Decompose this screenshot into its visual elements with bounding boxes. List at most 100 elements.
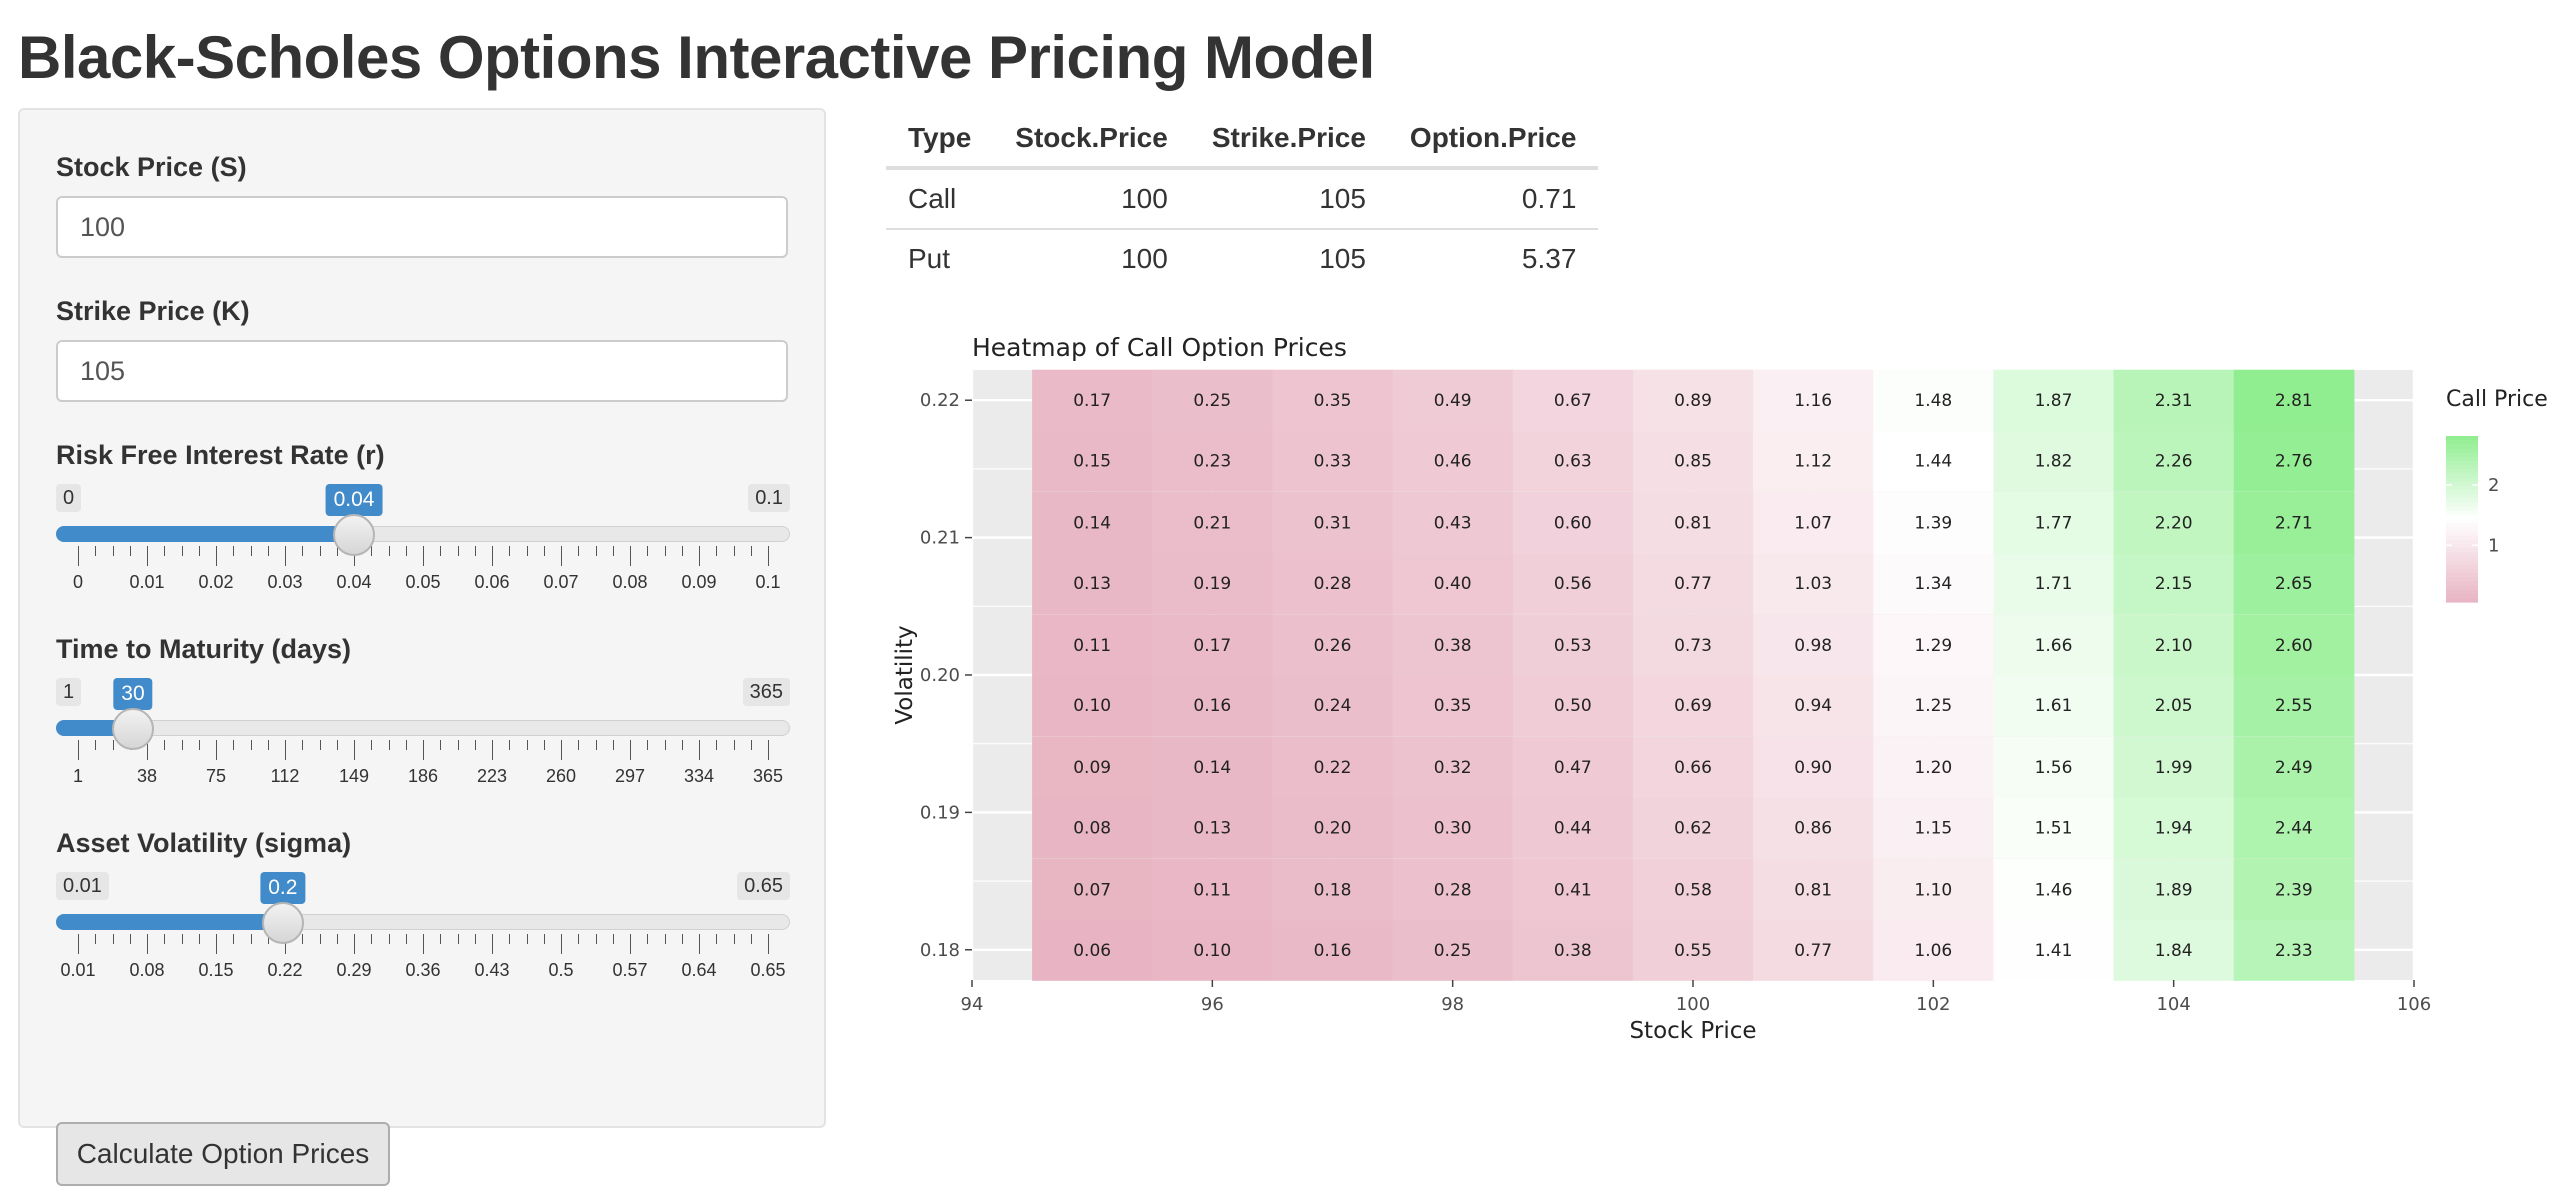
time-slider[interactable]: 1 365 30 1 38 75 112 149 186 223 260 297 334 365 xyxy=(56,678,790,798)
cell-value-label: 1.15 xyxy=(1914,819,1952,839)
sigma-slider-minor-tick xyxy=(474,934,476,944)
sigma-slider-minor-tick xyxy=(526,934,528,944)
heatmap-cell xyxy=(1392,796,1514,859)
time-slider-tick-label: 38 xyxy=(136,766,158,786)
heatmap-cell xyxy=(1993,919,2115,981)
cell-value-label: 1.39 xyxy=(1914,514,1952,534)
time-slider-handle[interactable] xyxy=(111,708,154,750)
cell-value-label: 0.56 xyxy=(1554,574,1592,594)
rate-slider-minor-tick xyxy=(181,546,183,556)
y-tick-label: 0.21 xyxy=(920,528,960,549)
y-tick-label: 0.18 xyxy=(920,940,960,961)
heatmap-cell xyxy=(1753,369,1874,432)
sigma-slider-handle[interactable] xyxy=(261,902,304,944)
cell-value-label: 0.10 xyxy=(1073,696,1111,716)
x-tick-label: 94 xyxy=(961,994,984,1015)
rate-slider-minor-tick xyxy=(371,546,373,556)
rate-slider-tick xyxy=(78,546,79,566)
sigma-slider-tick-label: 0.43 xyxy=(474,960,510,980)
cell-value-label: 0.44 xyxy=(1554,819,1592,839)
time-slider-minor-tick xyxy=(267,740,269,750)
rate-slider[interactable]: 0 0.1 0.04 0 0.01 0.02 0.03 0.04 0.05 0.06 0.07 0.0… xyxy=(56,484,790,604)
cell-value-label: 0.89 xyxy=(1674,391,1712,411)
cell-value-label: 0.77 xyxy=(1674,574,1712,594)
heatmap-cell xyxy=(1873,674,1994,737)
heatmap-cell xyxy=(2113,614,2235,676)
heatmap-cell xyxy=(1632,369,1754,432)
y-tick-label: 0.22 xyxy=(920,390,960,411)
cell-value-label: 0.25 xyxy=(1434,941,1472,961)
rate-slider-handle[interactable] xyxy=(333,514,375,556)
x-tick-label: 104 xyxy=(2156,994,2190,1015)
cell-stock-price: 100 xyxy=(993,167,1190,229)
cell-value-label: 2.81 xyxy=(2275,391,2313,411)
stock-price-input[interactable] xyxy=(56,196,788,258)
legend-colorbar-segment xyxy=(2446,444,2478,450)
rate-slider-tick xyxy=(147,546,148,566)
rate-slider-minor-tick xyxy=(750,546,752,556)
time-slider-tick xyxy=(78,740,79,760)
cell-value-label: 0.50 xyxy=(1554,696,1592,716)
heatmap-cell xyxy=(2113,369,2235,432)
time-slider-minor-tick xyxy=(681,740,683,750)
cell-value-label: 0.14 xyxy=(1193,758,1231,778)
heatmap-cell xyxy=(1993,491,2115,554)
time-slider-minor-tick xyxy=(95,740,97,750)
time-slider-minor-tick xyxy=(181,740,183,750)
heatmap-cell xyxy=(1873,796,1994,859)
time-slider-minor-tick xyxy=(526,740,528,750)
heatmap-cell xyxy=(1032,858,1153,921)
heatmap-cell xyxy=(2233,369,2355,432)
x-axis-title: Stock Price xyxy=(1629,1018,1756,1044)
heatmap-cell xyxy=(1272,552,1394,614)
cell-value-label: 1.20 xyxy=(1914,758,1952,778)
cell-value-label: 0.20 xyxy=(1314,819,1352,839)
legend-colorbar-segment xyxy=(2446,560,2478,566)
sigma-slider-minor-tick xyxy=(198,934,200,944)
calculate-button[interactable]: Calculate Option Prices xyxy=(56,1122,390,1186)
sigma-slider-minor-tick xyxy=(664,934,666,944)
rate-slider-minor-tick xyxy=(112,546,114,556)
sigma-slider-tick xyxy=(630,934,631,954)
cell-value-label: 0.16 xyxy=(1193,696,1231,716)
time-slider-minor-tick xyxy=(198,740,200,750)
heatmap-cell xyxy=(1632,919,1754,981)
heatmap-cell xyxy=(1032,674,1153,737)
rate-slider-tick xyxy=(561,546,562,566)
rate-slider-fill xyxy=(56,526,354,542)
cell-value-label: 1.03 xyxy=(1794,574,1832,594)
heatmap-cell xyxy=(1512,674,1634,737)
heatmap-cell xyxy=(1632,552,1754,614)
sigma-slider-minor-tick xyxy=(181,934,183,944)
heatmap-cell xyxy=(2113,796,2235,859)
heatmap-cell xyxy=(2113,430,2235,492)
time-slider-min-label: 1 xyxy=(56,678,82,706)
rate-slider-minor-tick xyxy=(733,546,735,556)
heatmap-cell xyxy=(1512,858,1634,921)
time-slider-tick xyxy=(768,740,769,760)
legend-colorbar-segment xyxy=(2446,506,2478,512)
legend-colorbar-segment xyxy=(2446,597,2478,603)
heatmap-cell xyxy=(1873,614,1994,676)
time-slider-minor-tick xyxy=(612,740,614,750)
sigma-slider-value: 0.2 xyxy=(260,872,306,904)
legend-colorbar-segment xyxy=(2446,473,2478,479)
legend-colorbar-segment xyxy=(2446,485,2478,491)
rate-slider-tick xyxy=(699,546,700,566)
rate-slider-minor-tick xyxy=(595,546,597,556)
cell-value-label: 0.46 xyxy=(1434,452,1472,472)
heatmap-cell xyxy=(1993,736,2115,799)
time-slider-minor-tick xyxy=(336,740,338,750)
sigma-slider-minor-tick xyxy=(716,934,718,944)
strike-price-input[interactable] xyxy=(56,340,788,402)
heatmap-cell xyxy=(1152,919,1273,981)
legend-colorbar-segment xyxy=(2446,581,2478,586)
sigma-slider[interactable]: 0.01 0.65 0.2 0.01 0.08 0.15 0.22 0.29 0.36 0.43 0… xyxy=(56,872,790,992)
legend-colorbar-segment xyxy=(2446,539,2478,545)
sigma-slider-tick xyxy=(699,934,700,954)
rate-slider-tick xyxy=(768,546,769,566)
time-slider-track[interactable] xyxy=(56,720,790,736)
heatmap-cell xyxy=(1873,736,1994,799)
cell-value-label: 0.28 xyxy=(1314,574,1352,594)
heatmap-cell xyxy=(1993,796,2115,859)
